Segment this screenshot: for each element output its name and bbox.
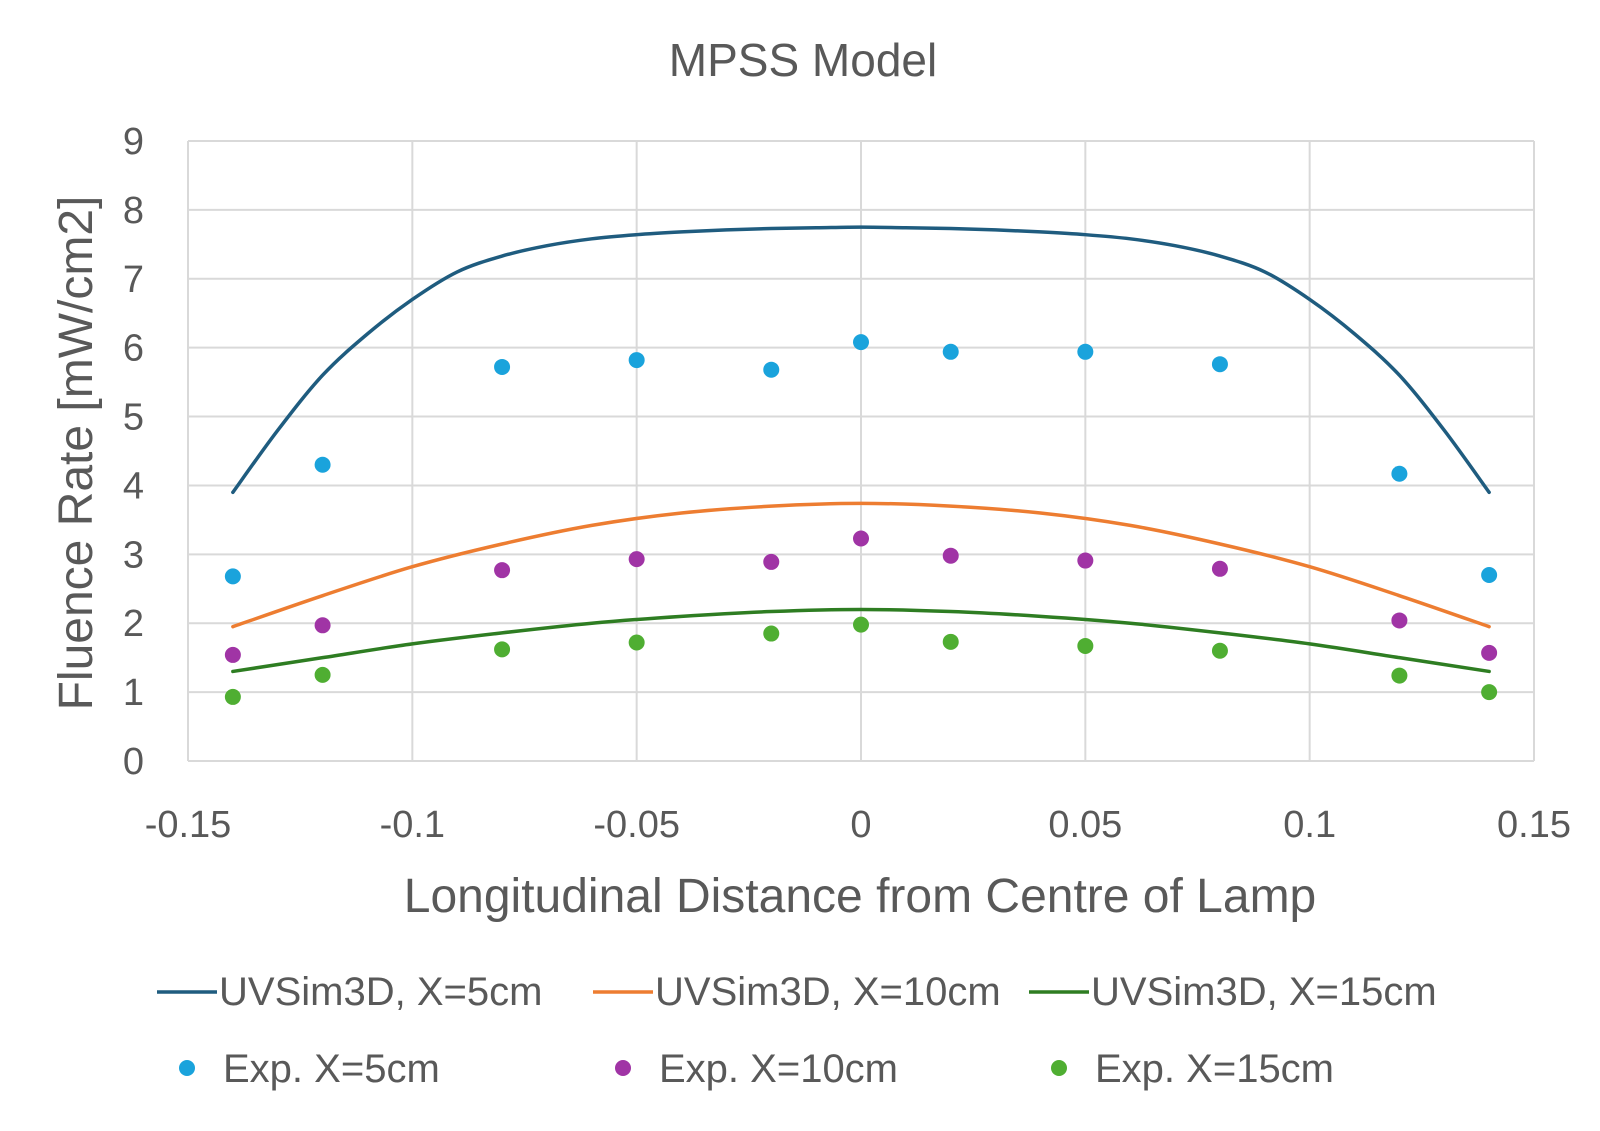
data-point-series-3 [763,361,780,378]
legend-dot-marker [1051,1060,1067,1076]
grid [187,140,1535,762]
data-point-series-3 [314,456,331,473]
data-point-series-3 [1077,343,1094,360]
data-point-series-5 [1391,667,1408,684]
data-point-series-3 [224,568,241,585]
series-line-2 [231,607,1491,674]
data-point-series-5 [1481,684,1498,701]
data-point-series-3 [942,343,959,360]
data-point-series-5 [853,616,869,633]
y-tick-label: 7 [123,259,144,301]
x-tick-label: -0.1 [380,804,445,846]
legend-dot-marker [179,1060,195,1076]
y-axis-label: Fluence Rate [mW/cm2] [50,196,103,711]
legend-label: UVSim3D, X=10cm [655,970,1001,1014]
data-point-series-3 [628,352,645,369]
y-tick-label: 1 [123,672,144,714]
series-line-0 [231,225,1491,495]
y-tick-label: 5 [123,397,144,439]
data-point-series-3 [1391,465,1408,482]
data-point-series-4 [1391,612,1408,629]
x-axis-label: Longitudinal Distance from Centre of Lam… [404,870,1317,923]
y-tick-label: 0 [123,741,144,783]
series-line-1 [231,501,1491,629]
data-point-series-3 [853,334,869,351]
data-point-series-3 [1211,356,1228,373]
data-point-series-4 [1481,644,1498,661]
data-point-series-4 [853,530,869,547]
data-point-series-5 [1211,642,1228,659]
legend-label: UVSim3D, X=5cm [219,970,542,1014]
y-tick-label: 9 [123,121,144,163]
series-lines [231,225,1491,674]
x-tick-label: 0 [850,804,871,846]
data-point-series-5 [1077,637,1094,654]
chart-title: MPSS Model [669,34,937,86]
data-point-series-4 [942,547,959,564]
x-axis-ticks: -0.15 -0.1 -0.05 0 0.05 0.1 0.15 [145,804,1571,846]
y-tick-label: 3 [123,534,144,576]
x-tick-label: 0.05 [1048,804,1122,846]
x-tick-label: 0.1 [1283,804,1336,846]
data-point-series-3 [494,358,511,375]
x-tick-label: 0.15 [1497,804,1571,846]
legend-label: Exp. X=15cm [1095,1047,1334,1091]
y-tick-label: 8 [123,190,144,232]
data-point-series-4 [1211,560,1228,577]
series-points [224,334,1498,705]
y-tick-label: 6 [123,328,144,370]
legend-label: UVSim3D, X=15cm [1091,970,1437,1014]
y-axis-ticks: 0 1 2 3 4 5 6 7 8 9 [123,121,144,783]
data-point-series-4 [628,551,645,568]
y-tick-label: 2 [123,603,144,645]
data-point-series-5 [224,688,241,705]
data-point-series-3 [1481,567,1498,583]
data-point-series-4 [314,617,331,634]
x-tick-label: -0.05 [593,804,680,846]
data-point-series-5 [942,633,959,650]
legend: UVSim3D, X=5cm UVSim3D, X=10cm UVSim3D, X=… [157,970,1437,1091]
data-point-series-4 [763,553,780,570]
data-point-series-4 [224,646,241,663]
legend-label: Exp. X=5cm [223,1047,440,1091]
legend-label: Exp. X=10cm [659,1047,898,1091]
data-point-series-5 [494,641,511,658]
y-tick-label: 4 [123,465,144,507]
data-point-series-5 [763,625,780,642]
data-point-series-5 [314,666,331,683]
legend-dot-marker [615,1060,631,1076]
data-point-series-4 [1077,552,1094,569]
data-point-series-5 [628,634,645,651]
data-point-series-4 [494,562,511,579]
x-tick-label: -0.15 [145,804,232,846]
